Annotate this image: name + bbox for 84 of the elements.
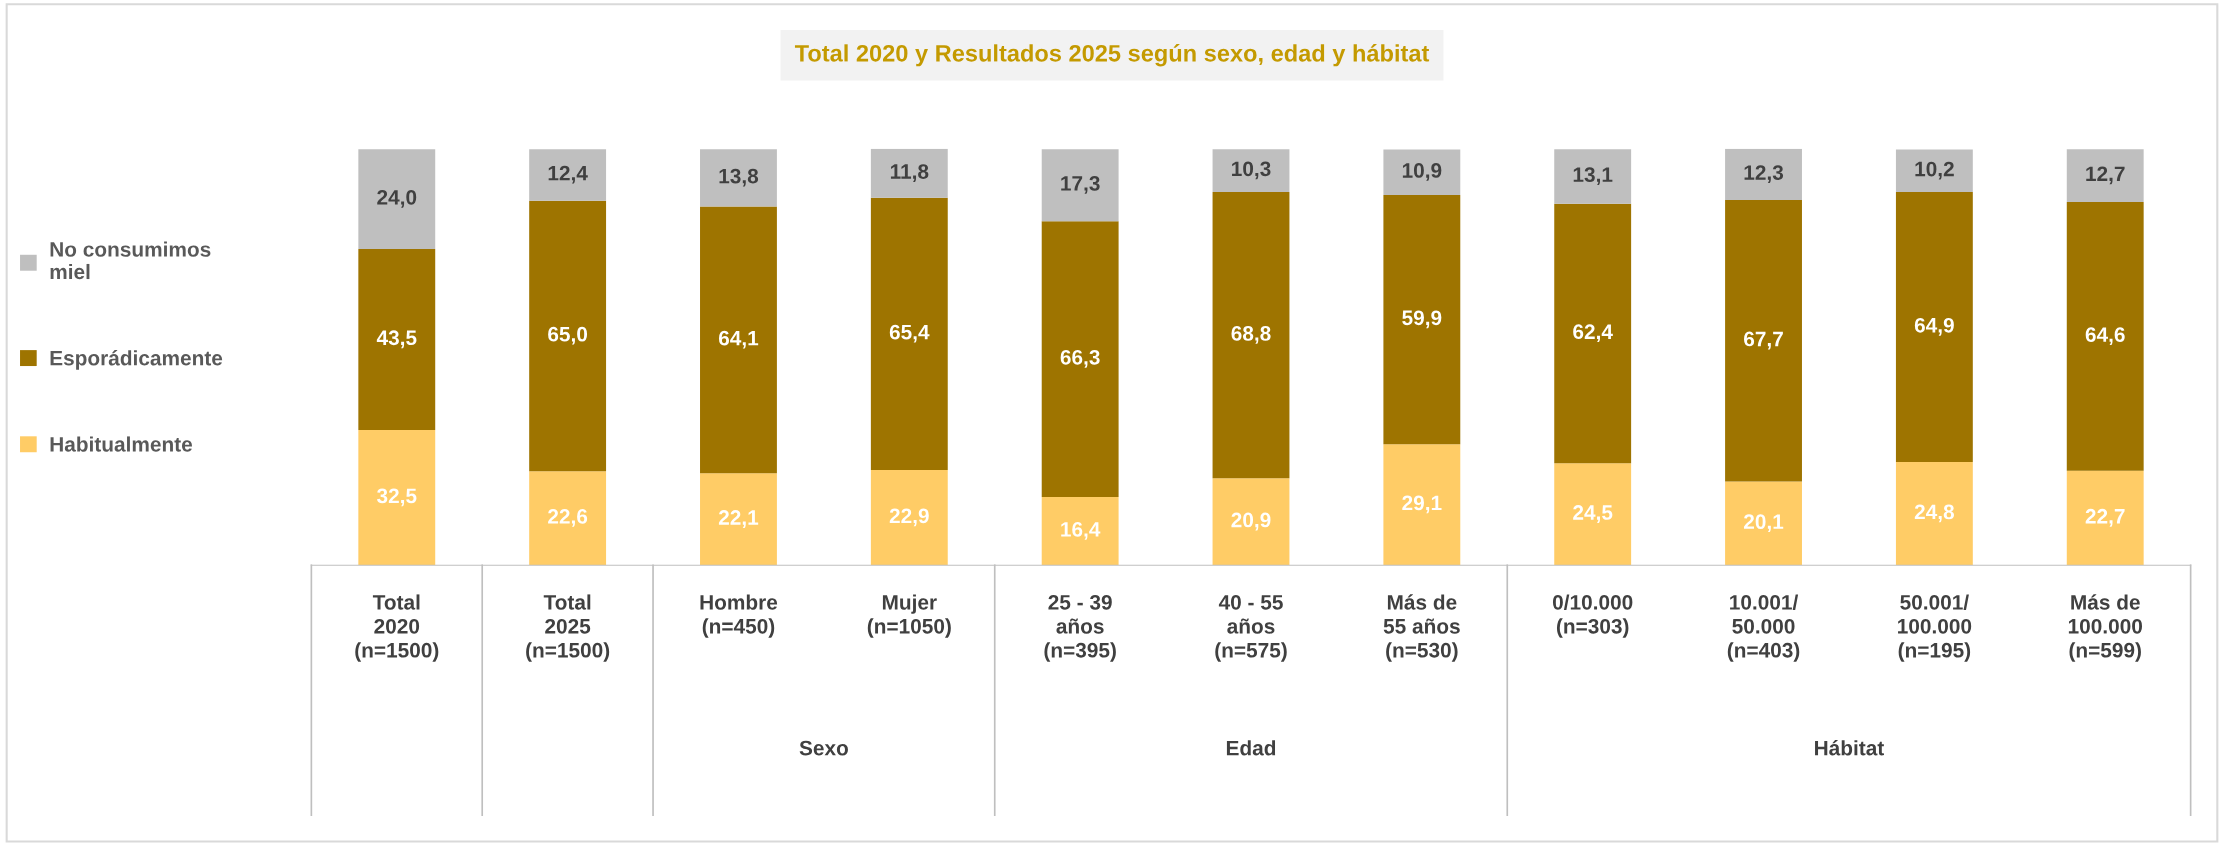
data-label: 10,3 [1232,161,1271,180]
bar [1554,463,1632,566]
data-label: 12,3 [1744,165,1784,183]
bar [1041,149,1119,222]
data-label: 65,0 [548,326,588,345]
bar [529,471,607,566]
data-label: 22,7 [2085,508,2125,527]
bar [870,469,948,566]
legend-label: Esporádicamente [50,350,223,370]
bar [358,149,436,250]
data-label: 24,8 [1914,504,1955,523]
bar [1383,149,1461,195]
data-label: 24,5 [1573,505,1613,523]
data-label: 64,9 [1914,317,1954,336]
bar [700,149,777,207]
x-tick-label: Total 2020 (n=1500) [355,594,439,662]
bar [358,249,436,431]
bar [2066,149,2144,203]
bar [1212,192,1290,479]
bar [1725,148,1802,200]
bar [1041,497,1119,566]
x-tick-label: Hombre (n=450) [700,594,778,638]
data-label: 64,6 [2085,327,2125,346]
data-label: 67,7 [1744,331,1783,350]
data-label: 20,9 [1231,512,1271,531]
x-tick-label: 50.001/ 100.000 (n=195) [1898,594,1972,662]
x-tick-label: Total 2025 (n=1500) [526,594,610,662]
legend-label: Habitualmente [50,436,193,452]
x-tick-label: 40 - 55 años (n=575) [1215,594,1287,662]
bar [1212,478,1290,566]
text: Sexo [799,740,848,756]
data-label: 10,2 [1915,161,1954,180]
bar [870,197,948,470]
data-label: 43,5 [376,330,417,349]
bar [1383,444,1461,566]
bar [1554,149,1632,204]
bar [1895,462,1973,566]
data-label: 11,8 [890,164,929,182]
legend-label: No consumimos miel [50,241,211,280]
data-label: 12,7 [2086,166,2125,185]
bar [529,149,607,201]
bar [2066,470,2144,566]
bar [870,148,948,198]
x-tick-label: 10.001/ 50.000 (n=403) [1727,594,1800,662]
bar [1383,194,1461,445]
data-label: 16,4 [1061,521,1101,540]
data-label: 29,1 [1402,495,1442,514]
data-label: 66,3 [1060,349,1100,368]
bar [1895,192,1973,463]
text: Hábitat [1815,740,1884,756]
data-label: 65,4 [889,324,930,343]
bar [358,430,436,566]
data-label: 24,0 [377,189,417,208]
data-label: 17,3 [1061,176,1100,194]
data-label: 12,4 [548,165,588,184]
x-tick-label: Mujer (n=1050) [867,594,951,638]
bar [1895,149,1973,193]
bar [2066,202,2144,471]
bar [700,473,777,566]
data-label: 68,8 [1231,326,1271,344]
x-tick-label: Más de 55 años (n=530) [1383,594,1460,662]
data-label: 64,1 [718,330,759,349]
bar [700,206,777,474]
bar [529,200,607,472]
data-label: 62,4 [1573,324,1613,343]
bar [1725,199,1802,482]
data-label: 10,9 [1402,163,1442,181]
bar [1554,203,1632,464]
x-tick-label: Más de 100.000 (n=599) [2068,594,2143,662]
data-label: 22,9 [889,508,929,527]
chart-title: Total 2020 y Resultados 2025 según sexo, edad y hábitat [794,44,1430,67]
bar [1041,221,1119,498]
data-label: 32,5 [376,488,417,507]
bar [1212,149,1290,193]
data-label: 13,8 [719,168,759,187]
data-label: 59,9 [1402,310,1442,329]
data-label: 22,1 [718,510,759,528]
data-label: 22,6 [548,509,588,527]
text: Edad [1226,740,1276,756]
x-tick-label: 0/10.000 (n=303) [1552,594,1633,638]
data-label: 20,1 [1743,514,1784,533]
bar [1725,481,1802,566]
data-label: 13,1 [1573,167,1613,186]
x-tick-label: 25 - 39 años (n=395) [1044,594,1116,662]
